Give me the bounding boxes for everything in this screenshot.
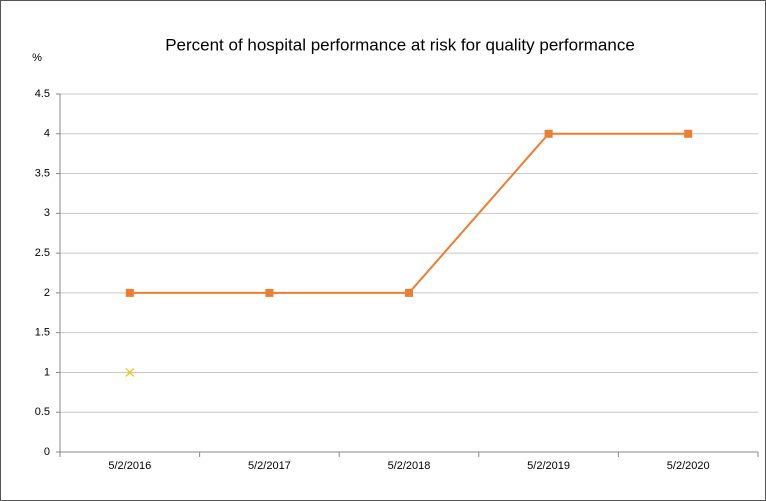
data-point xyxy=(265,288,274,297)
y-tick-label: 3 xyxy=(44,207,50,219)
y-tick-label: 1.5 xyxy=(35,327,50,339)
y-tick-label: 2.5 xyxy=(35,247,50,259)
y-tick-label: 3.5 xyxy=(35,167,50,179)
data-point xyxy=(684,129,693,138)
x-tick-label: 5/2/2020 xyxy=(667,460,710,472)
y-tick-label: 4 xyxy=(44,128,50,140)
y-tick-label: 2 xyxy=(44,287,50,299)
chart-title: Percent of hospital performance at risk … xyxy=(165,35,635,54)
x-tick-label: 5/2/2019 xyxy=(527,460,570,472)
x-tick-label: 5/2/2017 xyxy=(248,460,291,472)
y-axis-label: % xyxy=(32,52,42,64)
x-tick-label: 5/2/2016 xyxy=(108,460,151,472)
data-point xyxy=(405,288,413,297)
y-tick-label: 1 xyxy=(44,366,50,378)
data-point xyxy=(125,288,134,297)
y-tick-label: 4.5 xyxy=(35,88,50,100)
y-tick-label: 0.5 xyxy=(35,406,50,418)
data-point xyxy=(125,368,135,377)
data-point xyxy=(544,129,553,138)
x-tick-label: 5/2/2018 xyxy=(388,460,431,472)
y-tick-label: 0 xyxy=(44,446,50,458)
